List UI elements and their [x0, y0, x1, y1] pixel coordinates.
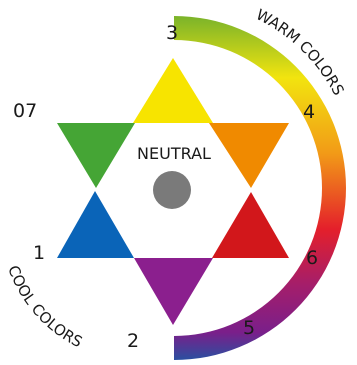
- red-triangle: [212, 192, 289, 258]
- blue-triangle: [57, 191, 134, 258]
- number-label-07: 07: [13, 100, 37, 122]
- color-gradient-arc: [174, 16, 346, 360]
- number-label-2: 2: [127, 330, 139, 352]
- cool-colors-text: COOL COLORS: [4, 263, 85, 351]
- number-label-4: 4: [303, 101, 315, 123]
- neutral-label: NEUTRAL: [137, 144, 211, 163]
- number-label-1: 1: [33, 242, 45, 264]
- neutral-circle: [153, 171, 191, 209]
- green-triangle: [57, 123, 135, 188]
- number-label-3: 3: [166, 22, 178, 44]
- orange-triangle: [209, 123, 289, 188]
- yellow-triangle: [133, 58, 213, 123]
- cool-colors-label: COOL COLORS: [4, 263, 85, 351]
- number-label-6: 6: [306, 247, 318, 269]
- purple-triangle: [134, 258, 213, 325]
- number-label-5: 5: [243, 317, 255, 339]
